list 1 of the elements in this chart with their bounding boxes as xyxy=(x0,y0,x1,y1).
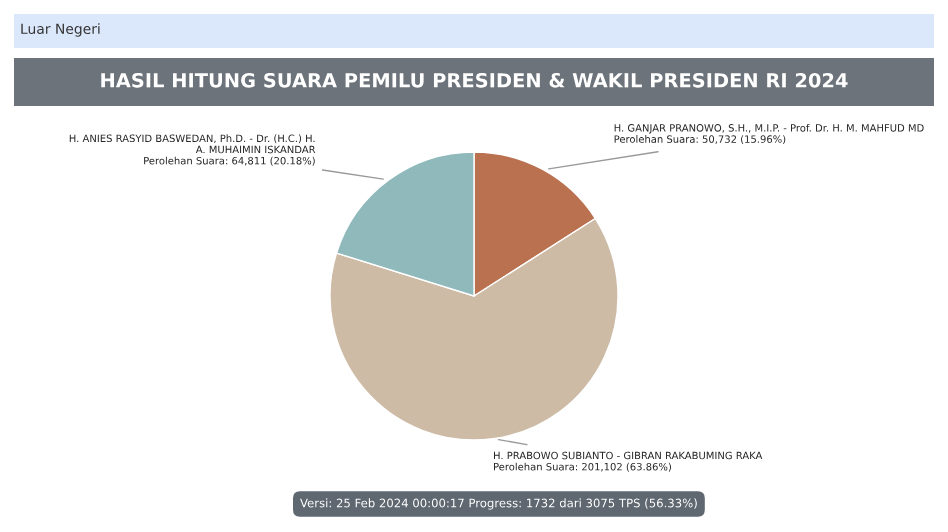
chart-title: HASIL HITUNG SUARA PEMILU PRESIDEN & WAKIL PRESIDEN RI 2024 xyxy=(101,72,848,88)
